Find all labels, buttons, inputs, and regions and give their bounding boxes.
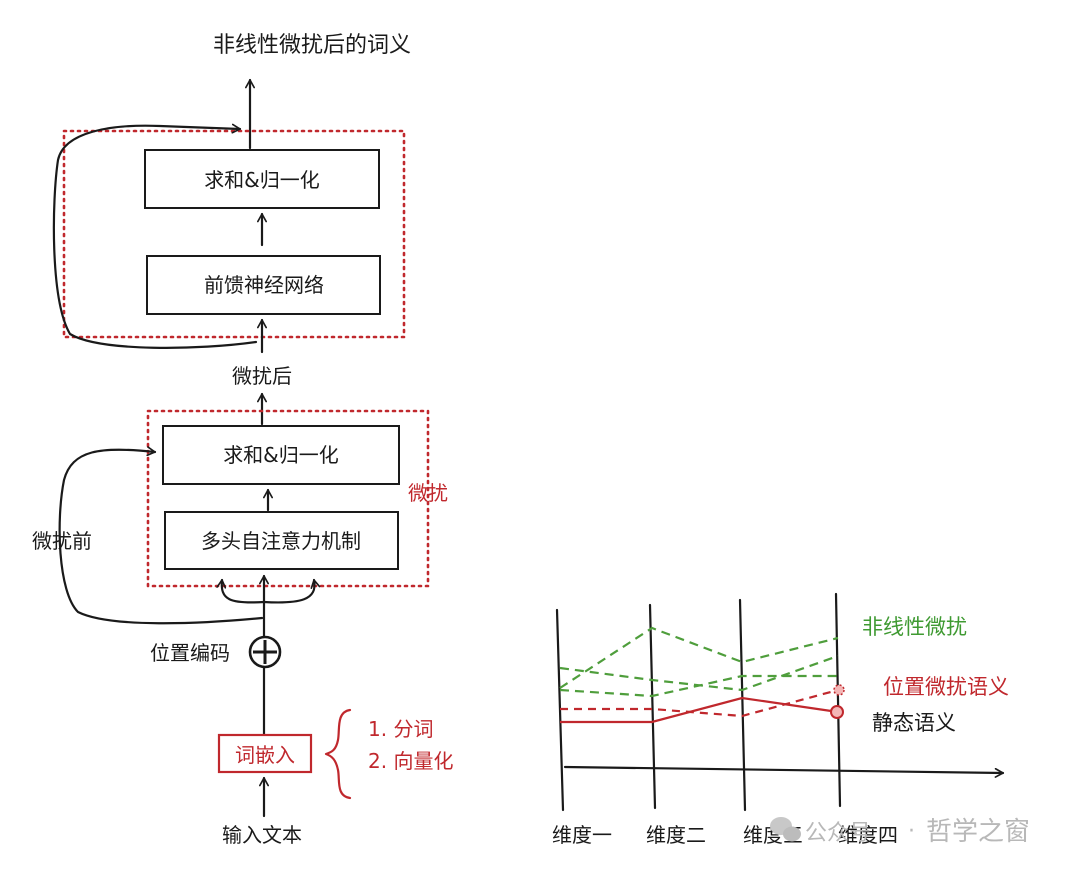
ffn-label: 前馈神经网络 (204, 273, 324, 297)
embedding-box (217, 733, 313, 774)
ffn-box (146, 255, 381, 315)
ffn-residual-arrow (52, 123, 258, 349)
wechat-icon (770, 817, 801, 842)
series-label-positional: 位置微扰语义 (883, 675, 1009, 699)
positional-perturbation-line (560, 688, 839, 718)
architecture-diagram: 非线性微扰后的词义 求和&归一化 前馈神经网络 微扰后 求和&归一化 多头自注意… (32, 33, 453, 847)
embedding-step-tokenize: 1. 分词 (368, 717, 433, 741)
input-text-label: 输入文本 (222, 823, 302, 847)
before-perturbation-label: 微扰前 (32, 529, 92, 553)
series-label-static: 静态语义 (872, 711, 956, 735)
static-semantics-line (560, 696, 839, 724)
dimension-line-4 (834, 592, 842, 808)
ffn-sum-norm-label: 求和&归一化 (204, 168, 320, 192)
nonlinear-perturbation-line-a (559, 626, 839, 689)
embedding-steps-brace (324, 708, 352, 800)
ffn-sum-norm-box (144, 149, 380, 209)
series-label-nonlinear: 非线性微扰 (862, 615, 967, 639)
perturbation-block-label: 微扰 (408, 481, 448, 505)
dimension-line-3 (738, 598, 747, 812)
watermark-author: 哲学之窗 (926, 817, 1030, 847)
dimension-label-2: 维度二 (646, 823, 706, 847)
attention-block-border (146, 409, 430, 588)
attention-sum-norm-label: 求和&归一化 (223, 443, 339, 467)
dimension-label-1: 维度一 (552, 823, 612, 847)
embedding-label: 词嵌入 (235, 743, 295, 767)
watermark: 公众号 · 哲学之窗 (770, 817, 1030, 847)
attention-box (164, 511, 399, 570)
dimension-axis (563, 765, 1005, 778)
watermark-separator: · (908, 819, 915, 844)
attention-residual-arrow (58, 446, 264, 625)
add-icon (248, 635, 282, 669)
attention-sum-norm-box (162, 425, 400, 485)
nonlinear-perturbation-line-c (559, 674, 838, 698)
dimension-chart: 维度一 维度二 维度三 维度四 非线性微扰 位置微扰语义 静态语义 (552, 592, 1009, 847)
output-label: 非线性微扰后的词义 (213, 33, 411, 58)
after-perturbation-label: 微扰后 (232, 364, 292, 388)
attention-label: 多头自注意力机制 (201, 529, 361, 553)
watermark-source: 公众号 (805, 821, 871, 846)
embedding-step-vectorize: 2. 向量化 (368, 749, 453, 773)
static-semantics-marker (830, 705, 844, 719)
positional-encoding-label: 位置编码 (150, 641, 230, 665)
attention-right-input-arrow (262, 578, 321, 604)
dimension-line-2 (648, 603, 657, 810)
attention-left-input-arrow (216, 578, 266, 604)
positional-perturbation-marker (833, 684, 845, 696)
dimension-label-4: 维度四 (838, 823, 898, 847)
